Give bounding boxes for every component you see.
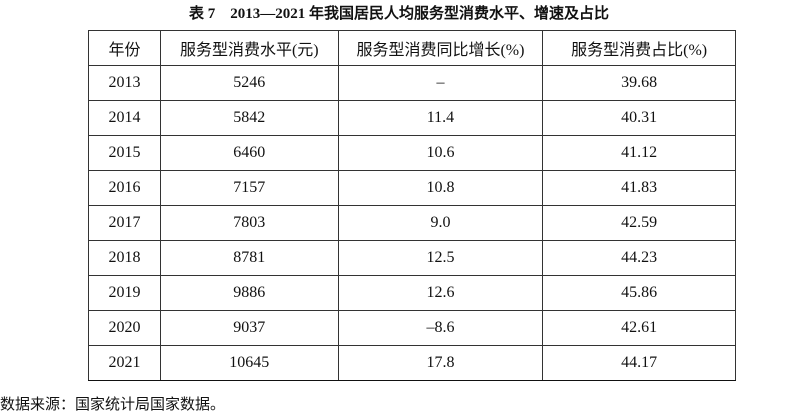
table-row: 2013 5246–39.68 <box>88 65 736 101</box>
table-cell: – <box>337 65 544 101</box>
table-cell: 2013 <box>88 65 161 101</box>
header-cell: 年份 <box>88 30 161 66</box>
table-cell: 44.23 <box>542 240 736 276</box>
table-cell: 2019 <box>88 275 161 311</box>
table-cell: 10645 <box>159 345 339 381</box>
table-cell: 40.31 <box>542 100 736 136</box>
table-cell: 2016 <box>88 170 161 206</box>
table-row: 2014 5842 11.4 40.31 <box>88 100 736 136</box>
source-note: 数据来源：国家统计局国家数据。 <box>0 397 226 413</box>
table-cell: 2017 <box>88 205 161 241</box>
table-cell: 42.59 <box>542 205 736 241</box>
table-cell: 41.83 <box>542 170 736 206</box>
table-cell: 41.12 <box>542 135 736 171</box>
table-cell: 2015 <box>88 135 161 171</box>
table-row: 2021 10645 17.8 44.17 <box>88 345 736 381</box>
table-row: 2016 7157 10.8 41.83 <box>88 170 736 206</box>
table-cell: 9.0 <box>337 205 544 241</box>
table-cell: –8.6 <box>337 310 544 346</box>
table-cell: 9886 <box>159 275 339 311</box>
table-row: 2019 9886 12.6 45.86 <box>88 275 736 311</box>
table-cell: 9037 <box>159 310 339 346</box>
table-cell: 2021 <box>88 345 161 381</box>
table-cell: 12.5 <box>337 240 544 276</box>
table-cell: 10.8 <box>337 170 544 206</box>
table-cell: 10.6 <box>337 135 544 171</box>
table-row: 2020 9037 –8.6 42.61 <box>88 310 736 346</box>
table-cell: 2014 <box>88 100 161 136</box>
table-cell: 11.4 <box>337 100 544 136</box>
table-cell: 5246 <box>159 65 339 101</box>
table-title: 表 7 2013—2021 年我国居民人均服务型消费水平、增速及占比 <box>188 6 609 22</box>
table-cell: 45.86 <box>542 275 736 311</box>
table-cell: 8781 <box>159 240 339 276</box>
table-cell: 6460 <box>159 135 339 171</box>
table-row: 2015 6460 10.6 41.12 <box>88 135 736 171</box>
header-row: 年份 服务型消费水平(元) 服务型消费同比增长(%) 服务型消费占比(%) <box>88 30 736 66</box>
table-cell: 42.61 <box>542 310 736 346</box>
table-cell: 2020 <box>88 310 161 346</box>
table-cell: 17.8 <box>337 345 544 381</box>
table-cell: 7803 <box>159 205 339 241</box>
table-cell: 5842 <box>159 100 339 136</box>
table-cell: 7157 <box>159 170 339 206</box>
data-table: 年份 服务型消费水平(元) 服务型消费同比增长(%) 服务型消费占比(%) 2013 52… <box>88 30 736 381</box>
table-cell: 44.17 <box>542 345 736 381</box>
table-row: 2018 8781 12.5 44.23 <box>88 240 736 276</box>
table-row: 2017 7803 9.0 42.59 <box>88 205 736 241</box>
header-cell: 服务型消费同比增长(%) <box>337 30 544 66</box>
header-cell: 服务型消费占比(%) <box>542 30 736 66</box>
table-cell: 12.6 <box>337 275 544 311</box>
header-cell: 服务型消费水平(元) <box>159 30 339 66</box>
table-cell: 2018 <box>88 240 161 276</box>
table-cell: 39.68 <box>542 65 736 101</box>
